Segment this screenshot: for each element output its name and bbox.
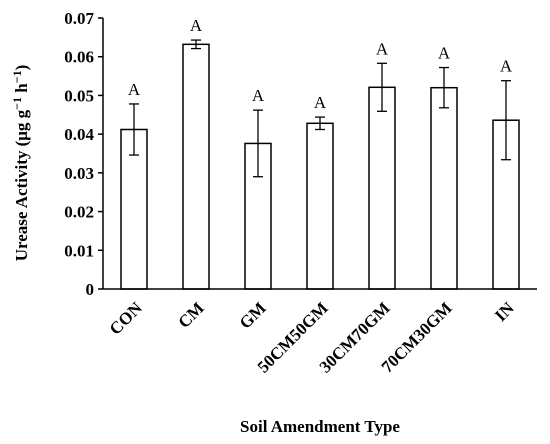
x-axis-title: Soil Amendment Type bbox=[240, 417, 400, 436]
x-tick-label: CON bbox=[106, 298, 147, 339]
y-tick-label: 0.02 bbox=[64, 203, 94, 222]
bar bbox=[430, 86, 458, 290]
y-axis-title-main: Urease Activity (μg g bbox=[12, 109, 31, 261]
y-tick-label: 0.07 bbox=[64, 9, 94, 28]
significance-label: A bbox=[190, 16, 203, 35]
y-axis-title: Urease Activity (μg g−1 h−1) bbox=[10, 65, 31, 262]
x-tick-label: GM bbox=[236, 298, 270, 332]
y-axis: 0 0.01 0.02 0.03 0.04 0.05 0.06 0.07 bbox=[64, 9, 104, 299]
y-tick-label: 0.01 bbox=[64, 241, 94, 260]
bar bbox=[368, 86, 396, 290]
x-tick-label: IN bbox=[491, 298, 518, 325]
bars: A A A A A A A bbox=[120, 16, 520, 290]
y-tick-label: 0.04 bbox=[64, 125, 94, 144]
significance-label: A bbox=[314, 93, 327, 112]
y-tick-label: 0 bbox=[86, 280, 95, 299]
bar bbox=[306, 122, 334, 290]
x-tick-label: CM bbox=[174, 298, 207, 331]
significance-label: A bbox=[128, 80, 141, 99]
y-tick-label: 0.03 bbox=[64, 164, 94, 183]
significance-label: A bbox=[252, 86, 265, 105]
significance-label: A bbox=[376, 39, 389, 58]
y-tick-label: 0.06 bbox=[64, 48, 94, 67]
y-tick-label: 0.05 bbox=[64, 86, 94, 105]
significance-label: A bbox=[438, 44, 451, 63]
bar bbox=[182, 43, 210, 290]
significance-label: A bbox=[500, 57, 513, 76]
